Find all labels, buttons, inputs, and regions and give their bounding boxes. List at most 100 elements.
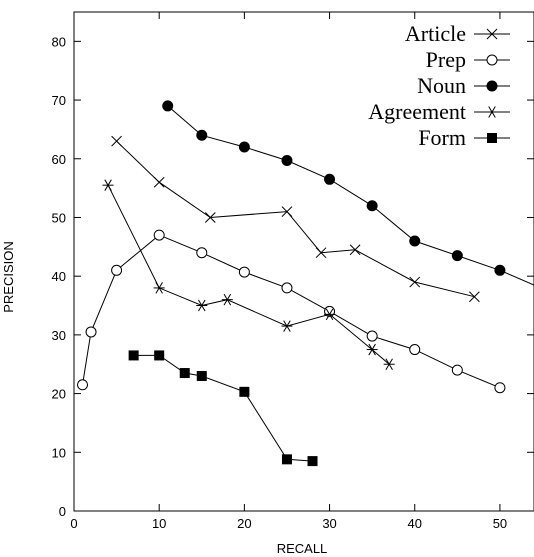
- marker-shape: [324, 173, 336, 185]
- axis-ticks: 0 10 20 30 40 50 0 10 20 30 40 50 60 70 80: [52, 12, 534, 531]
- data-point-prep: [111, 264, 123, 276]
- series-form: [128, 350, 318, 467]
- y-axis-label: PRECISION: [1, 241, 16, 313]
- x-tick-label: 10: [152, 516, 166, 531]
- data-point-agreement: [383, 358, 395, 370]
- legend-item-noun: Noun: [417, 73, 510, 98]
- marker-shape: [238, 141, 250, 153]
- marker-shape: [196, 129, 208, 141]
- series-line-prep: [82, 234, 501, 389]
- marker-shape: [451, 364, 463, 376]
- marker-shape: [239, 386, 250, 397]
- marker-stroke: [349, 244, 361, 256]
- marker-shape: [366, 200, 378, 212]
- data-point-agreement: [281, 320, 293, 332]
- data-point-agreement: [153, 282, 165, 294]
- marker-stroke: [469, 291, 480, 303]
- marker-shape: [85, 326, 97, 338]
- y-tick-label: 10: [52, 445, 66, 460]
- data-point-article: [111, 135, 122, 147]
- marker-shape: [281, 454, 292, 465]
- marker-shape: [486, 80, 498, 92]
- data-point-article: [315, 247, 327, 259]
- data-point-noun: [281, 155, 293, 167]
- marker-shape: [111, 264, 123, 276]
- series-line-form: [133, 354, 313, 462]
- marker-stroke: [368, 343, 376, 356]
- series-line-article: [116, 140, 475, 298]
- marker-shape: [77, 379, 89, 391]
- marker-shape: [451, 250, 463, 262]
- series-prep: [77, 229, 506, 394]
- x-tick-label: 0: [70, 516, 77, 531]
- plot-frame: [73, 11, 534, 512]
- legend-item-article: Article: [405, 21, 510, 46]
- legend-label-form: Form: [418, 125, 466, 150]
- data-point-noun: [238, 141, 250, 153]
- marker-shape: [487, 133, 497, 143]
- marker-shape: [409, 235, 421, 247]
- marker-shape: [409, 344, 421, 356]
- marker-stroke: [111, 135, 122, 147]
- data-point-agreement: [196, 299, 208, 312]
- marker-stroke: [281, 206, 293, 217]
- marker-stroke: [155, 282, 163, 294]
- y-tick-label: 20: [52, 387, 66, 402]
- marker-stroke: [153, 176, 165, 188]
- data-point-article: [469, 291, 480, 303]
- data-point-noun: [196, 129, 208, 141]
- data-point-prep: [196, 247, 208, 259]
- y-tick-label: 50: [52, 210, 66, 225]
- legend-marker-noun: [486, 80, 498, 92]
- data-point-prep: [238, 266, 250, 278]
- legend-label-agreement: Agreement: [368, 99, 466, 124]
- data-point-noun: [451, 250, 463, 262]
- data-point-agreement: [366, 343, 378, 356]
- data-point-article: [409, 276, 421, 288]
- data-point-article: [153, 176, 165, 188]
- data-point-prep: [494, 382, 506, 394]
- data-point-prep: [366, 330, 378, 342]
- x-axis-label: RECALL: [277, 541, 328, 556]
- data-point-article: [281, 206, 293, 217]
- data-point-agreement: [324, 308, 336, 321]
- y-tick-label: 80: [52, 34, 66, 49]
- y-tick-label: 30: [52, 328, 66, 343]
- marker-shape: [281, 282, 293, 294]
- series-layer: [77, 100, 534, 467]
- marker-stroke: [315, 247, 327, 259]
- marker-stroke: [488, 106, 496, 118]
- marker-shape: [162, 100, 174, 112]
- legend-marker-prep: [486, 54, 498, 66]
- series-noun: [162, 100, 534, 286]
- x-tick-label: 50: [493, 516, 507, 531]
- marker-shape: [281, 155, 293, 167]
- marker-shape: [128, 350, 139, 361]
- data-point-article: [349, 244, 361, 256]
- series-line-noun: [167, 105, 534, 286]
- data-point-agreement: [102, 179, 114, 191]
- y-tick-label: 60: [52, 152, 66, 167]
- marker-stroke: [104, 179, 112, 191]
- legend-label-noun: Noun: [417, 73, 466, 98]
- marker-shape: [238, 266, 250, 278]
- marker-stroke: [204, 212, 216, 223]
- data-point-noun: [162, 100, 174, 112]
- data-point-prep: [451, 364, 463, 376]
- marker-stroke: [198, 299, 206, 312]
- data-point-form: [154, 350, 165, 361]
- series-line-agreement: [107, 184, 390, 365]
- data-point-form: [281, 454, 292, 465]
- marker-stroke: [409, 276, 421, 288]
- marker-shape: [494, 382, 506, 394]
- y-tick-label: 40: [52, 269, 66, 284]
- x-tick-label: 40: [408, 516, 422, 531]
- data-point-prep: [77, 379, 89, 391]
- y-tick-label: 70: [52, 93, 66, 108]
- marker-shape: [196, 247, 208, 259]
- series-agreement: [102, 179, 395, 370]
- marker-shape: [153, 229, 165, 241]
- legend-marker-form: [487, 133, 497, 143]
- series-article: [111, 135, 480, 303]
- x-tick-label: 20: [237, 516, 251, 531]
